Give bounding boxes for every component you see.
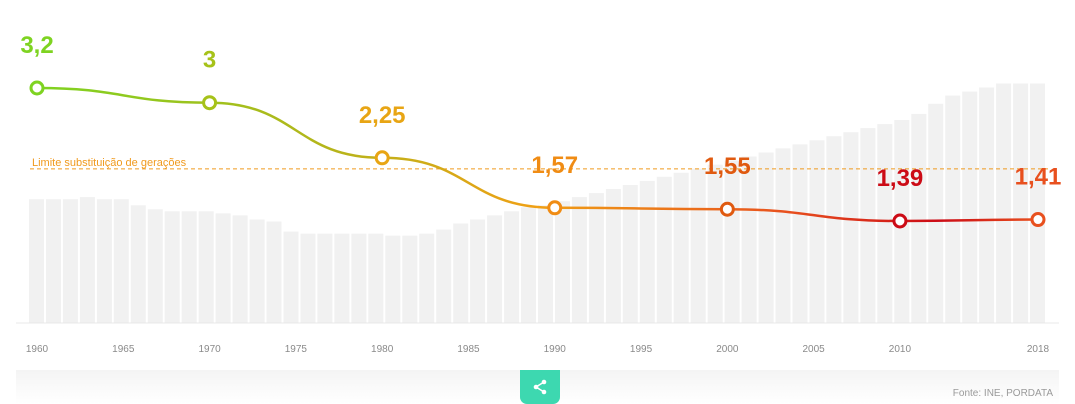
- background-bar: [809, 140, 825, 323]
- background-bar: [453, 223, 469, 323]
- x-tick-label: 1960: [26, 344, 49, 355]
- data-label: 3: [203, 47, 216, 74]
- background-bar: [521, 207, 536, 323]
- background-bar: [877, 124, 893, 323]
- x-tick-label: 1995: [630, 344, 653, 355]
- background-bar: [79, 197, 95, 323]
- data-label: 1,39: [877, 165, 924, 192]
- background-bar: [1030, 83, 1045, 323]
- background-bar: [113, 199, 129, 323]
- x-axis-ticks: 1960 1965 1970 1975 1980 1985 1990 1995 2000 2005…: [26, 344, 1050, 355]
- background-bar: [436, 229, 452, 323]
- x-tick-label: 1975: [285, 344, 308, 355]
- x-tick-label: 2000: [716, 344, 739, 355]
- background-bars: [29, 83, 1045, 324]
- data-label: 2,25: [359, 102, 406, 129]
- background-bar: [656, 176, 672, 323]
- data-label: 1,41: [1015, 164, 1062, 191]
- background-bar: [1013, 83, 1029, 323]
- background-bar: [419, 233, 435, 323]
- background-bar: [911, 113, 927, 324]
- background-bar: [181, 211, 197, 323]
- data-label: 1,55: [704, 153, 751, 180]
- share-icon: [533, 379, 547, 395]
- background-bar: [792, 144, 808, 323]
- background-bar: [487, 215, 503, 323]
- x-tick-label: 1985: [457, 344, 480, 355]
- background-bar: [317, 233, 333, 323]
- background-bar: [300, 233, 316, 323]
- background-bar: [928, 103, 944, 323]
- background-bar: [96, 199, 112, 323]
- data-point[interactable]: [719, 201, 735, 217]
- background-bar: [555, 201, 570, 323]
- data-label: 1,57: [531, 152, 578, 179]
- background-bar: [538, 205, 553, 323]
- background-bar: [46, 199, 61, 323]
- background-bar: [639, 180, 655, 323]
- data-point[interactable]: [29, 80, 45, 96]
- x-tick-label: 2010: [889, 344, 912, 355]
- background-bar: [232, 215, 248, 323]
- data-point[interactable]: [374, 150, 390, 166]
- background-bar: [622, 185, 638, 323]
- background-bar: [724, 160, 740, 323]
- background-bar: [470, 219, 486, 323]
- background-bar: [962, 91, 978, 323]
- background-bar: [826, 136, 842, 323]
- background-bar: [504, 211, 520, 323]
- background-bar: [571, 197, 587, 323]
- reference-line-label: Limite substituição de gerações: [32, 157, 187, 169]
- share-button[interactable]: [520, 370, 560, 404]
- background-bar: [860, 128, 876, 323]
- x-tick-label: 1980: [371, 344, 394, 355]
- background-bar: [164, 211, 180, 323]
- source-note: Fonte: INE, PORDATA: [952, 388, 1053, 399]
- data-label: 3,2: [20, 32, 53, 59]
- background-bar: [147, 209, 163, 323]
- background-bar: [130, 205, 146, 323]
- background-bar: [266, 221, 282, 323]
- background-bar: [843, 132, 859, 323]
- background-bar: [29, 199, 44, 323]
- x-tick-label: 2018: [1027, 344, 1050, 355]
- background-bar: [945, 95, 961, 323]
- data-point[interactable]: [547, 200, 563, 216]
- background-bar: [979, 87, 995, 323]
- data-point[interactable]: [202, 95, 218, 111]
- background-bar: [215, 213, 231, 323]
- background-bar: [334, 233, 350, 323]
- x-tick-label: 2005: [803, 344, 826, 355]
- background-bar: [62, 199, 78, 323]
- background-bar: [605, 189, 621, 323]
- background-bar: [368, 233, 384, 323]
- background-bar: [758, 152, 774, 323]
- x-tick-label: 1990: [544, 344, 567, 355]
- background-bar: [673, 172, 689, 323]
- background-bar: [707, 164, 723, 323]
- x-tick-label: 1965: [112, 344, 135, 355]
- x-tick-label: 1970: [198, 344, 221, 355]
- background-bar: [385, 235, 401, 323]
- data-point[interactable]: [1030, 212, 1046, 228]
- background-bar: [588, 193, 604, 323]
- background-bar: [283, 231, 299, 323]
- background-bar: [690, 168, 706, 323]
- background-bar: [198, 211, 214, 323]
- background-bar: [351, 233, 367, 323]
- background-bar: [741, 156, 757, 323]
- data-point[interactable]: [892, 213, 908, 229]
- background-bar: [775, 148, 791, 323]
- background-bar: [996, 83, 1012, 323]
- background-bar: [249, 219, 265, 323]
- background-bar: [402, 235, 418, 323]
- data-points: 3,2 3 2,25 1,57 1,55 1,39 1,41: [20, 32, 1062, 229]
